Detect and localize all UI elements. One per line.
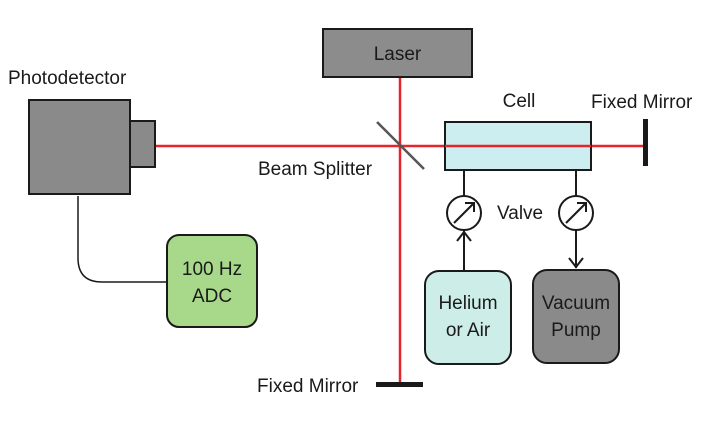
arrow-into-valve-left bbox=[456, 230, 472, 242]
adc-label-line1: 100 Hz bbox=[182, 259, 242, 280]
valve-left-icon bbox=[446, 195, 482, 231]
cell-label: Cell bbox=[503, 91, 536, 112]
arrow-into-pump bbox=[568, 257, 584, 269]
laser-label: Laser bbox=[374, 44, 422, 65]
vacuum-label-line2: Pump bbox=[551, 320, 601, 341]
valve-label: Valve bbox=[497, 203, 543, 224]
fixed-mirror-right-label: Fixed Mirror bbox=[591, 92, 693, 113]
fixed-mirror-bottom-label: Fixed Mirror bbox=[257, 376, 359, 397]
adc-label-line2: ADC bbox=[192, 286, 232, 307]
laser-box bbox=[322, 28, 473, 78]
fixed-mirror-right bbox=[643, 119, 648, 166]
fixed-mirror-bottom bbox=[376, 382, 423, 387]
helium-box bbox=[424, 270, 512, 365]
beam-splitter-label: Beam Splitter bbox=[258, 159, 373, 180]
valve-right-icon bbox=[558, 195, 594, 231]
photodetector-label: Photodetector bbox=[8, 68, 127, 89]
helium-label-line1: Helium bbox=[438, 293, 497, 314]
vacuum-label-line1: Vacuum bbox=[542, 293, 610, 314]
detector-cable bbox=[77, 196, 166, 283]
beam-splitter bbox=[376, 121, 425, 170]
adc-box bbox=[166, 234, 258, 328]
photodetector-lens bbox=[129, 120, 156, 168]
photodetector-box bbox=[28, 99, 131, 195]
vacuum-pump-box bbox=[532, 269, 620, 364]
helium-label-line2: or Air bbox=[446, 320, 491, 341]
